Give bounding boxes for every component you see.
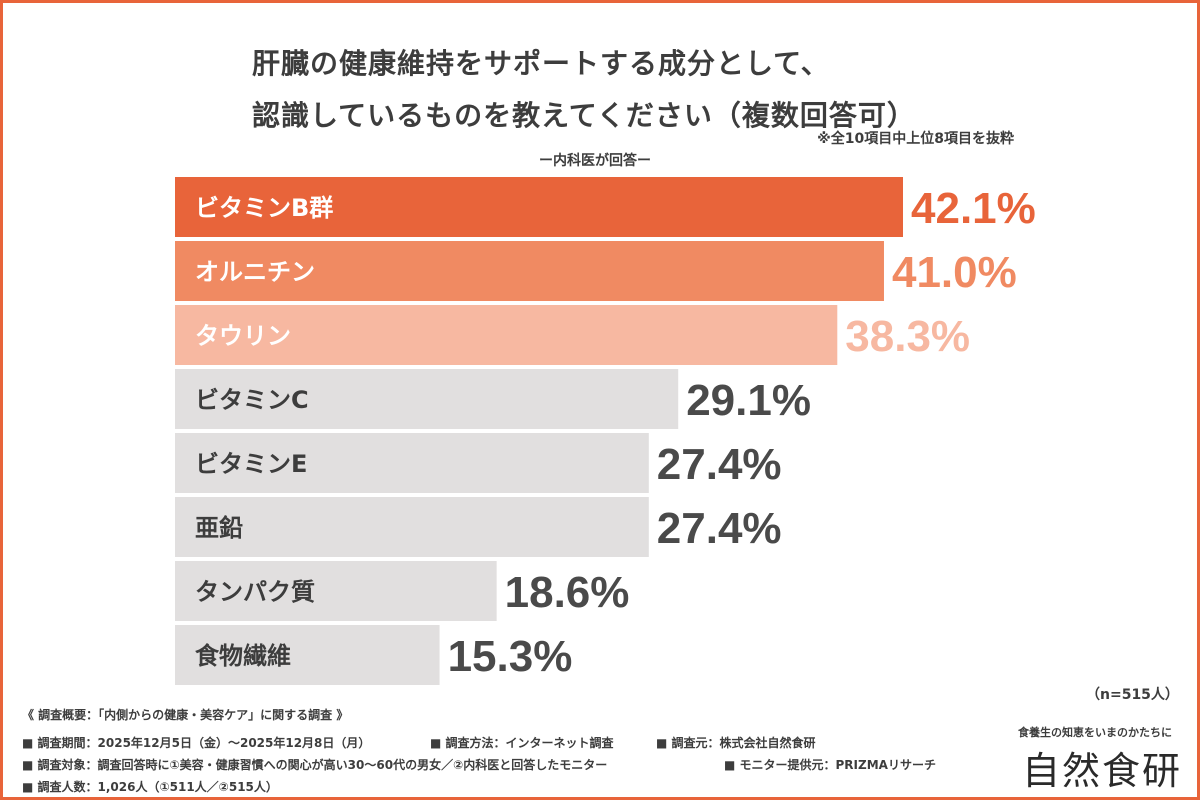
bar-value-label: 15.3% [448, 632, 573, 681]
bar-4 [175, 369, 679, 429]
bar-category-label: 食物繊維 [195, 642, 291, 670]
bar-value-label: 38.3% [845, 312, 970, 361]
chart-note: ※全10項目中上位8項目を抜粋 [817, 131, 1014, 147]
bar-1 [175, 177, 903, 237]
bar-8 [175, 625, 440, 685]
bar-2 [175, 241, 884, 301]
bar-3 [175, 305, 838, 365]
bar-value-label: 29.1% [686, 376, 811, 425]
bar-value-label: 27.4% [657, 440, 782, 489]
bar-category-label: オルニチン [195, 258, 315, 286]
bar-7 [175, 561, 497, 621]
survey-provider: ■ モニター提供元：PRIZMAリサーチ [724, 758, 936, 772]
bar-value-label: 42.1% [911, 184, 1036, 233]
bar-5 [175, 433, 649, 493]
bar-value-label: 27.4% [657, 504, 782, 553]
brand-tagline: 食養生の知恵をいまのかたちに [1018, 726, 1172, 739]
chart-title-line-1: 肝臓の健康維持をサポートする成分として、 [252, 47, 830, 80]
bar-category-label: 亜鉛 [195, 514, 243, 542]
bar-category-label: タウリン [195, 322, 291, 350]
survey-period: ■ 調査期間：2025年12月5日（金）〜2025年12月8日（月） [22, 736, 371, 750]
brand-logo: 自然食研 [1022, 749, 1183, 793]
chart-subtitle: ー内科医が回答ー [539, 153, 651, 169]
survey-source: ■ 調査元：株式会社自然食研 [656, 736, 816, 750]
bar-value-label: 18.6% [505, 568, 630, 617]
survey-target: ■ 調査対象：調査回答時に①美容・健康習慣への関心が高い30〜60代の男女／②内… [22, 758, 608, 772]
chart-title-line-2: 認識しているものを教えてください（複数回答可） [252, 99, 916, 132]
bar-value-label: 41.0% [892, 248, 1017, 297]
bar-category-label: ビタミンE [195, 450, 307, 478]
sample-size-label: （n=515人） [1086, 687, 1179, 703]
bar-category-label: ビタミンC [195, 386, 309, 414]
survey-overview: 《 調査概要：「内側からの健康・美容ケア」に関する調査 》 [22, 708, 349, 722]
bar-6 [175, 497, 649, 557]
bar-category-label: タンパク質 [195, 578, 315, 606]
survey-method: ■ 調査方法：インターネット調査 [430, 736, 614, 750]
bar-category-label: ビタミンB群 [195, 194, 333, 222]
chart-title: 肝臓の健康維持をサポートする成分として、 認識しているものを教えてください（複数… [252, 38, 916, 142]
survey-count: ■ 調査人数：1,026人（①511人／②515人） [22, 780, 278, 794]
